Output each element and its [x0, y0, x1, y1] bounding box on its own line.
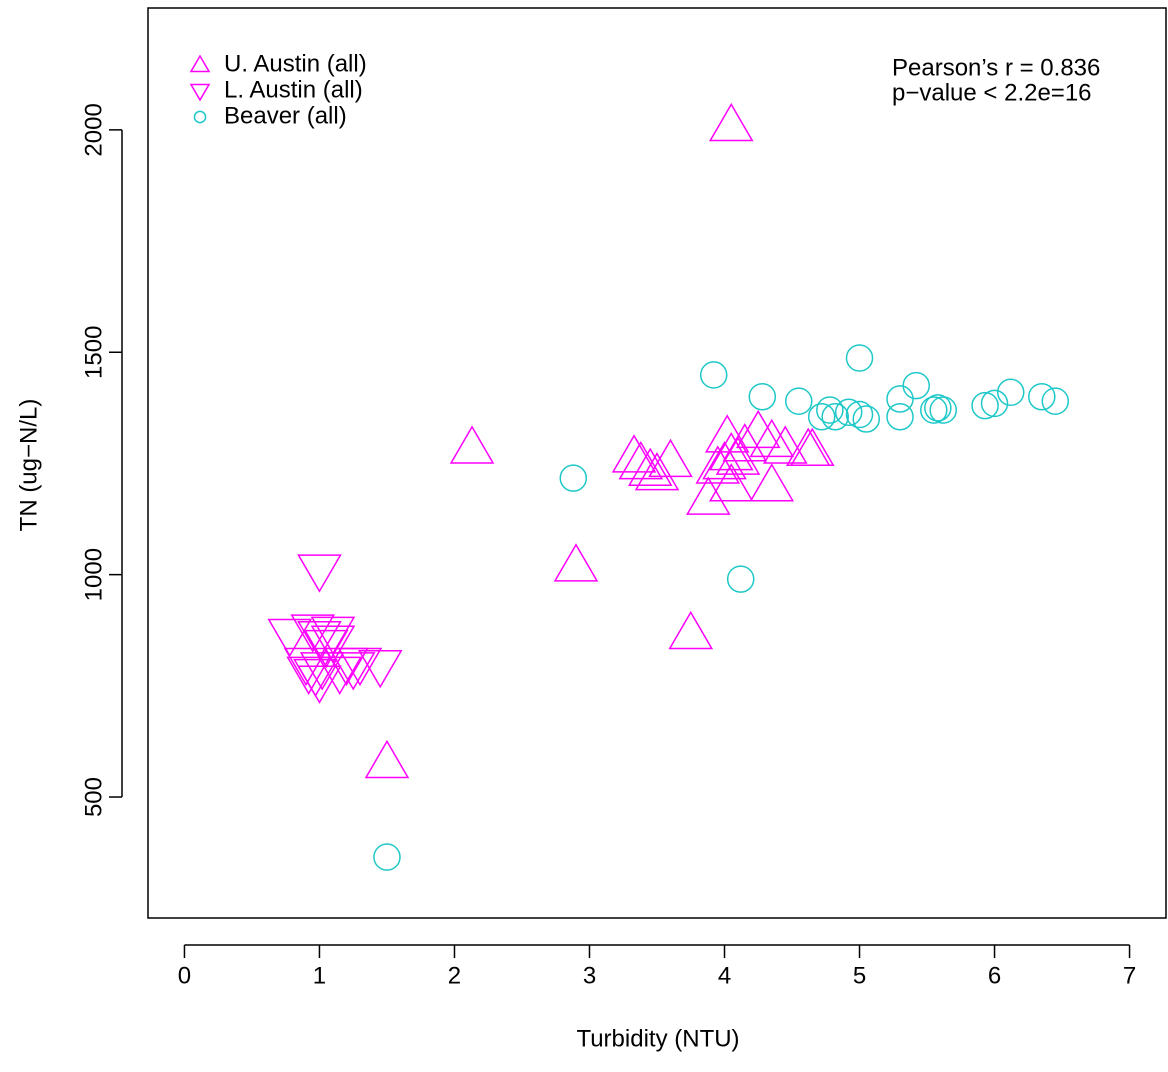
legend-label: U. Austin (all)	[224, 50, 367, 77]
legend-symbol	[189, 83, 211, 102]
annotation: p−value < 2.2e=16	[892, 79, 1092, 106]
point	[749, 463, 795, 502]
point	[924, 394, 952, 422]
point	[267, 618, 313, 658]
y-tick-label: 1500	[80, 326, 107, 379]
point	[618, 440, 664, 480]
point	[686, 476, 731, 515]
point	[699, 361, 728, 389]
point	[748, 382, 777, 411]
x-tick-label: 5	[853, 962, 866, 989]
point	[708, 102, 754, 142]
point	[996, 378, 1025, 407]
x-tick-label: 0	[178, 962, 191, 989]
point	[726, 565, 755, 593]
y-tick-label: 1000	[80, 548, 107, 601]
point	[715, 436, 761, 475]
x-tick-label: 4	[718, 962, 731, 989]
point	[789, 427, 835, 466]
x-tick-label: 1	[313, 962, 326, 989]
x-axis-label: Turbidity (NTU)	[576, 1025, 739, 1052]
x-tick-label: 7	[1123, 962, 1136, 989]
point	[299, 652, 345, 691]
point	[708, 432, 754, 471]
point	[749, 418, 795, 458]
y-tick-label: 2000	[80, 103, 107, 156]
point	[337, 647, 383, 687]
point	[971, 391, 999, 420]
point	[297, 665, 342, 704]
point	[834, 398, 863, 427]
point	[310, 616, 356, 655]
point	[1028, 382, 1056, 411]
point	[286, 656, 331, 695]
point	[1041, 387, 1070, 415]
point	[627, 447, 673, 486]
point	[920, 396, 948, 424]
point	[668, 610, 714, 650]
point	[373, 843, 401, 871]
point	[317, 656, 363, 695]
point	[611, 434, 657, 473]
point	[708, 463, 754, 502]
point	[845, 400, 874, 429]
point	[929, 396, 957, 424]
point	[807, 402, 836, 431]
y-axis-label: TN (ug−N/L)	[15, 399, 42, 532]
point	[364, 739, 410, 779]
point	[902, 371, 930, 400]
legend-label: Beaver (all)	[224, 102, 347, 129]
point	[297, 554, 342, 593]
legend-symbol	[189, 54, 211, 73]
point	[704, 414, 750, 453]
point	[722, 423, 768, 462]
x-tick-label: 2	[448, 962, 461, 989]
point	[735, 409, 781, 449]
point	[553, 543, 599, 582]
point	[695, 445, 741, 484]
legend-symbol	[193, 110, 207, 124]
point	[648, 438, 693, 478]
point	[357, 649, 403, 689]
point	[634, 452, 680, 491]
point	[297, 621, 342, 660]
annotation: Pearson’s r = 0.836	[892, 54, 1100, 81]
point	[816, 396, 844, 424]
plot-frame	[147, 7, 1167, 919]
point	[449, 425, 495, 464]
x-tick-label: 3	[583, 962, 596, 989]
legend-label: L. Austin (all)	[224, 76, 363, 103]
point	[845, 344, 874, 372]
point	[310, 625, 356, 664]
point	[290, 614, 336, 653]
point	[980, 389, 1009, 418]
point	[852, 405, 881, 433]
point	[821, 402, 849, 431]
point	[886, 402, 914, 431]
point	[330, 652, 376, 691]
point	[559, 464, 588, 492]
x-tick-label: 6	[988, 962, 1001, 989]
point	[784, 387, 813, 415]
point	[762, 425, 808, 464]
y-tick-label: 500	[80, 777, 107, 817]
